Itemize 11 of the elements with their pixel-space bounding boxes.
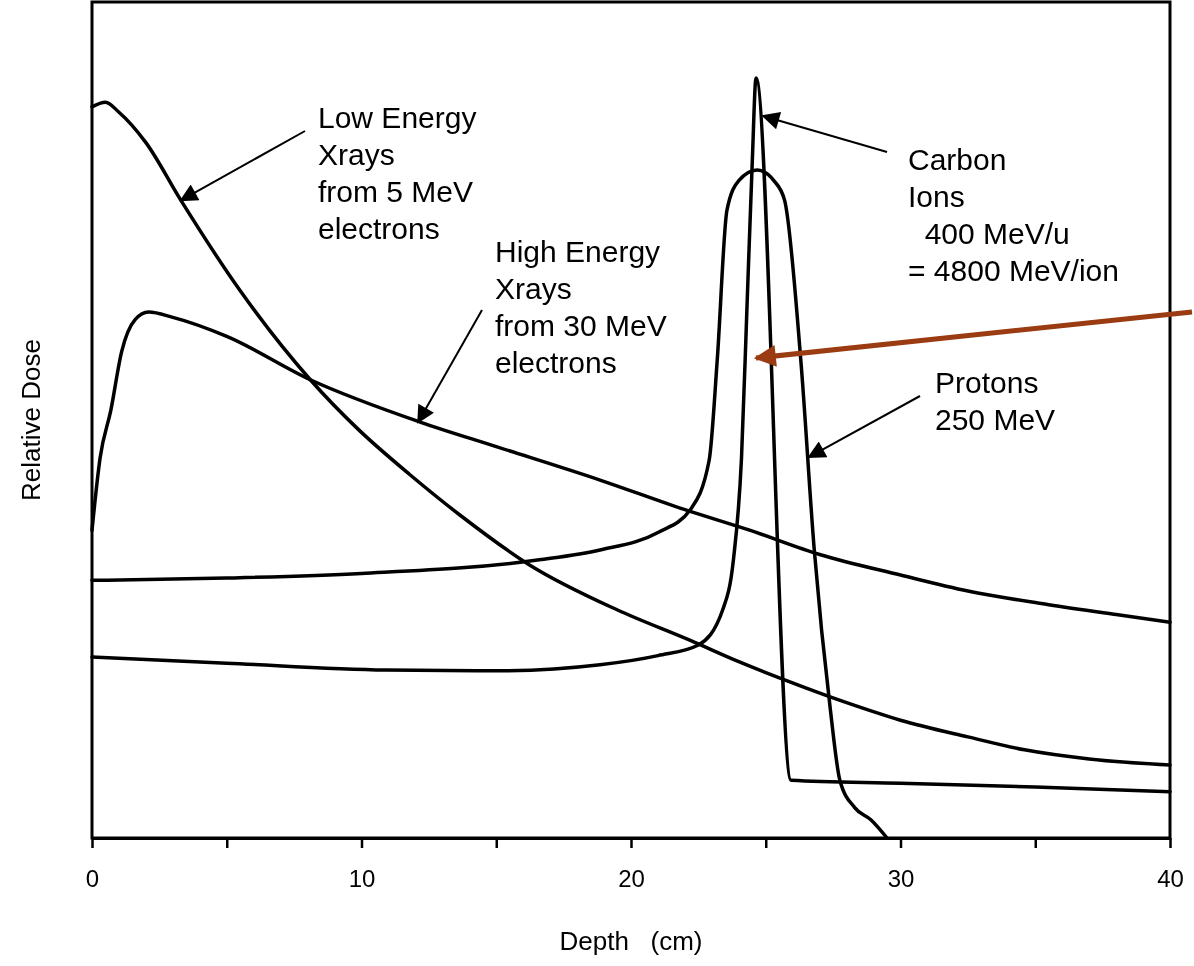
x-tick-label: 20 — [618, 865, 645, 893]
annotation: Carbon Ions 400 MeV/u = 4800 MeV/ion — [908, 143, 1119, 287]
y-axis-title: Relative Dose — [16, 339, 46, 501]
x-tick-label: 10 — [348, 865, 376, 893]
x-axis-title: Depth (cm) — [559, 926, 703, 956]
x-tick-label: 30 — [887, 865, 915, 893]
annotation: Protons 250 MeV — [935, 366, 1056, 436]
x-tick-label: 40 — [1157, 865, 1184, 893]
annotation: Low Energy Xrays from 5 MeV electrons — [318, 101, 477, 245]
annotation: High Energy Xrays from 30 MeV electrons — [495, 235, 667, 379]
x-tick-label: 0 — [85, 865, 100, 893]
